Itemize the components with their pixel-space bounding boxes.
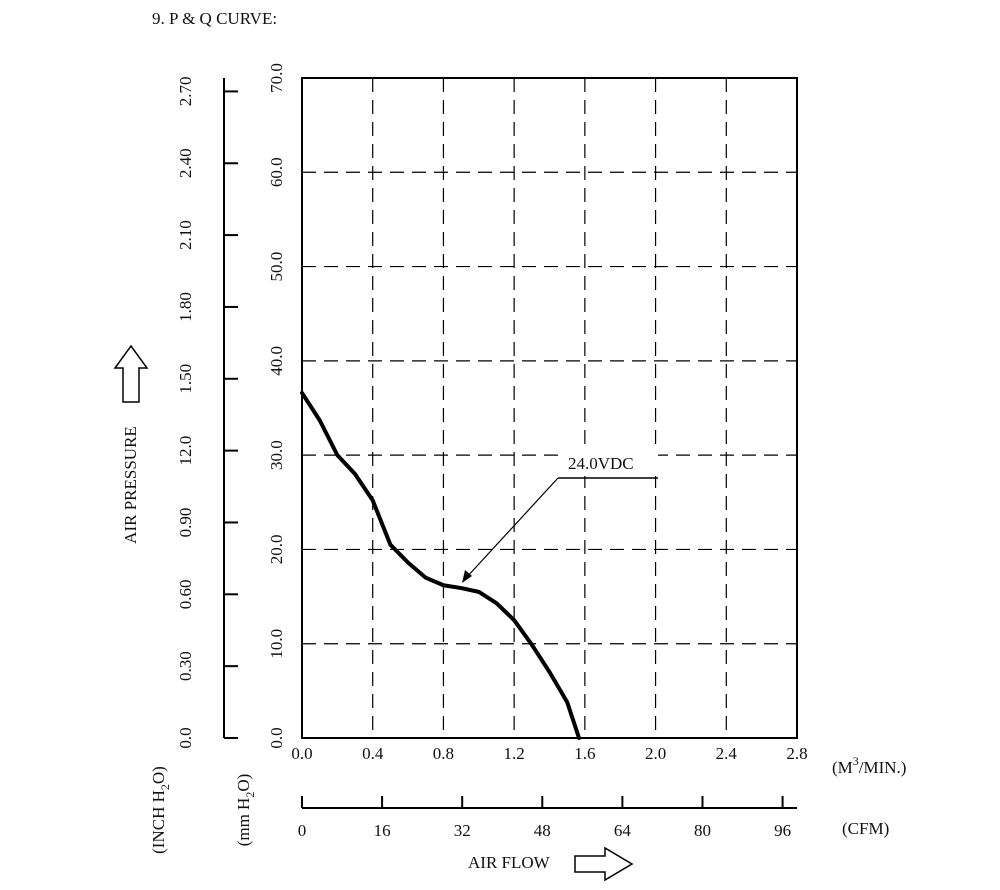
up-arrow bbox=[113, 344, 149, 403]
inch-tick-label: 1.50 bbox=[176, 364, 195, 394]
inch-tick-label: 1.80 bbox=[176, 292, 195, 322]
cfm-tick-label: 32 bbox=[454, 821, 471, 840]
x-tick-label: 0.8 bbox=[433, 744, 454, 763]
cfm-tick-label: 0 bbox=[298, 821, 307, 840]
inch-tick-label: 2.70 bbox=[176, 77, 195, 107]
x-tick-label: 0.4 bbox=[362, 744, 384, 763]
chart-title: 9. P & Q CURVE: bbox=[152, 9, 277, 28]
y-tick-label: 10.0 bbox=[267, 629, 286, 659]
right-arrow bbox=[574, 846, 634, 882]
y-tick-label: 40.0 bbox=[267, 346, 286, 376]
inch-tick-label: 12.0 bbox=[176, 436, 195, 466]
cfm-tick-label: 48 bbox=[534, 821, 551, 840]
inch-unit: (INCH H2O) bbox=[149, 766, 172, 854]
plot-frame bbox=[301, 77, 798, 739]
mm-unit: (mm H2O) bbox=[234, 774, 257, 847]
cfm-tick-label: 64 bbox=[614, 821, 632, 840]
inch-tick-label: 0.0 bbox=[176, 727, 195, 748]
inch-tick-label: 0.90 bbox=[176, 508, 195, 538]
y-tick-label: 0.0 bbox=[267, 727, 286, 748]
label-bg bbox=[562, 452, 658, 476]
x-tick-label: 0.0 bbox=[291, 744, 312, 763]
cfm-tick-label: 80 bbox=[694, 821, 711, 840]
y-axis-title: AIR PRESSURE bbox=[121, 426, 140, 544]
x-tick-label: 2.0 bbox=[645, 744, 666, 763]
y-tick-label: 30.0 bbox=[267, 440, 286, 470]
y-tick-label: 20.0 bbox=[267, 535, 286, 565]
cfm-tick-label: 96 bbox=[774, 821, 791, 840]
curve bbox=[300, 390, 582, 740]
y-tick-label: 70.0 bbox=[267, 63, 286, 93]
inch-tick-label: 2.10 bbox=[176, 220, 195, 250]
label-leader bbox=[465, 477, 559, 579]
x-tick-label: 1.2 bbox=[504, 744, 525, 763]
inch-tick-label: 0.30 bbox=[176, 651, 195, 681]
x-axis-title: AIR FLOW bbox=[468, 853, 551, 872]
y-tick-label: 60.0 bbox=[267, 157, 286, 187]
cfm-unit: (CFM) bbox=[842, 819, 889, 838]
inch-tick-label: 2.40 bbox=[176, 148, 195, 178]
y-tick-label: 50.0 bbox=[267, 252, 286, 282]
cfm-tick-label: 16 bbox=[374, 821, 391, 840]
x-tick-label: 1.6 bbox=[574, 744, 595, 763]
x-unit: (M3/MIN.) bbox=[832, 754, 906, 777]
x-tick-label: 2.4 bbox=[716, 744, 738, 763]
label-arrowhead bbox=[462, 570, 472, 583]
x-tick-label: 2.8 bbox=[786, 744, 807, 763]
inch-tick-label: 0.60 bbox=[176, 579, 195, 609]
curve-label: 24.0VDC bbox=[568, 454, 634, 473]
